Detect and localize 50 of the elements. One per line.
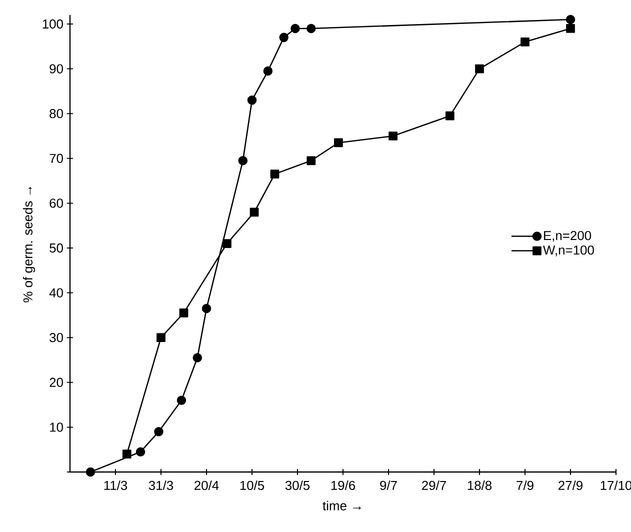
point (388, 132, 398, 140)
legend-label: E,n=200 (544, 230, 592, 242)
y-tick-label: 10 (50, 422, 63, 432)
point (306, 24, 316, 34)
x-tick-label: 10/5 (240, 480, 264, 490)
point (202, 304, 212, 314)
y-tick-label: 50 (50, 243, 63, 253)
x-tick-label: 27/9 (558, 480, 582, 490)
y-tick-label: 40 (49, 288, 63, 298)
x-tick-label: 9/7 (380, 480, 397, 490)
x-tick-label: 29/7 (422, 480, 446, 490)
point (192, 353, 202, 362)
point (290, 24, 300, 34)
point (238, 156, 248, 166)
x-tick-label: 20/4 (194, 480, 219, 490)
point (334, 138, 343, 148)
point (136, 447, 146, 456)
y-axis-title: % of germ. seeds → (22, 186, 36, 302)
point (566, 24, 575, 33)
x-tick-label: 31/3 (148, 480, 174, 490)
x-axis-title: time → (322, 500, 361, 510)
point (250, 208, 259, 217)
y-tick-label: 80 (50, 109, 63, 118)
point (475, 64, 484, 74)
y-tick-label: 20 (50, 378, 63, 387)
x-tick-label: 7/9 (516, 480, 534, 490)
y-tick-label: 30 (50, 333, 63, 342)
point (156, 333, 166, 342)
point (222, 239, 232, 248)
x-tick-label: 11/3 (104, 480, 128, 490)
x-tick-label: 18/8 (468, 480, 492, 490)
y-tick-label: 100 (42, 19, 63, 29)
point (176, 396, 186, 405)
point (263, 66, 273, 76)
point (247, 96, 257, 105)
point (270, 170, 280, 179)
point (566, 14, 576, 24)
point (445, 111, 454, 120)
point (520, 37, 530, 46)
legend-label: W,n=100 (543, 246, 594, 256)
y-tick-label: 70 (50, 154, 63, 163)
x-tick-label: 30/5 (285, 480, 310, 490)
y-tick-label: 60 (50, 198, 63, 208)
y-tick-label: 90 (50, 64, 63, 74)
point (154, 427, 164, 436)
point (122, 450, 132, 459)
point (306, 156, 316, 166)
point (279, 32, 288, 42)
point (179, 308, 188, 318)
x-tick-label: 19/6 (331, 480, 356, 490)
